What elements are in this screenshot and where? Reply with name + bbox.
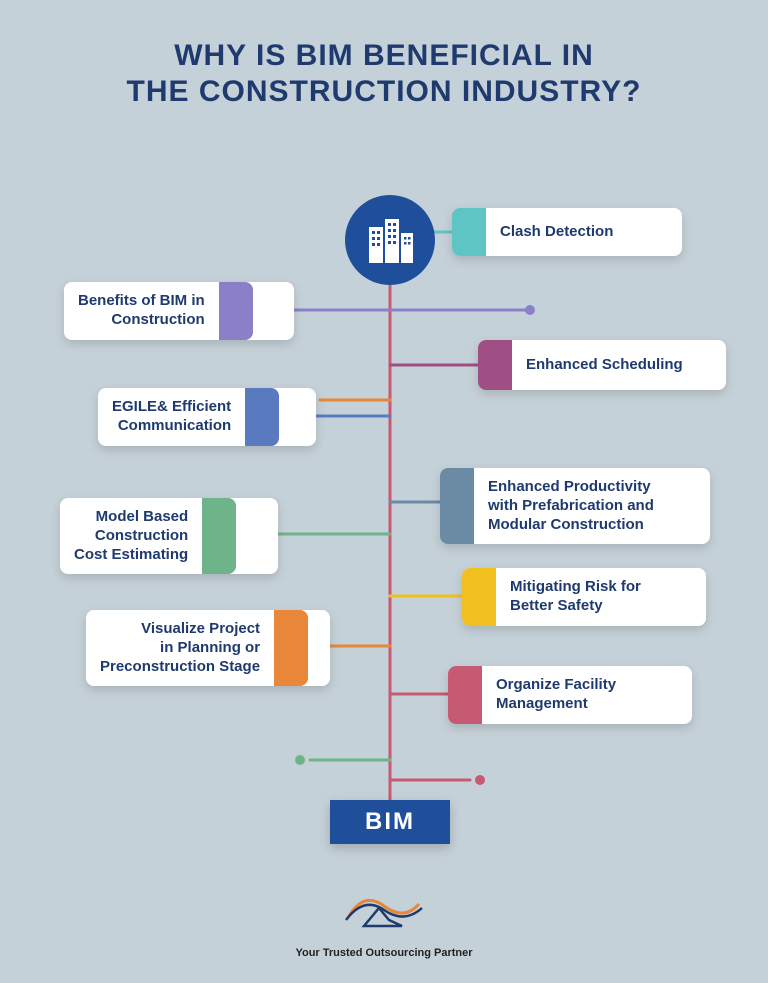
benefit-node-prod: Enhanced Productivity with Prefabricatio… [440, 468, 710, 544]
node-label: Mitigating Risk for Better Safety [496, 568, 655, 626]
node-color-tab [452, 208, 486, 256]
node-label: Enhanced Scheduling [512, 340, 697, 390]
title-line-1: WHY IS BIM BENEFICIAL IN [0, 38, 768, 74]
bim-text: BIM [365, 808, 415, 836]
footer-tagline: Your Trusted Outsourcing Partner [0, 947, 768, 959]
page-title: WHY IS BIM BENEFICIAL IN THE CONSTRUCTIO… [0, 38, 768, 110]
node-label: Benefits of BIM in Construction [64, 282, 219, 340]
bim-root-label: BIM [330, 800, 450, 844]
node-label: Organize Facility Management [482, 666, 630, 724]
footer: Your Trusted Outsourcing Partner [0, 886, 768, 959]
company-logo-icon [334, 886, 434, 941]
node-color-tab [448, 666, 482, 724]
node-label: Enhanced Productivity with Prefabricatio… [474, 468, 668, 544]
title-line-2: THE CONSTRUCTION INDUSTRY? [0, 74, 768, 110]
benefit-node-comm: EGILE& Efficient Communication [98, 388, 316, 446]
benefit-node-sched: Enhanced Scheduling [478, 340, 726, 390]
node-label: EGILE& Efficient Communication [98, 388, 245, 446]
node-color-tab [274, 610, 308, 686]
benefit-node-org: Organize Facility Management [448, 666, 692, 724]
benefit-node-cost: Model Based Construction Cost Estimating [60, 498, 278, 574]
benefit-node-risk: Mitigating Risk for Better Safety [462, 568, 706, 626]
node-color-tab [219, 282, 253, 340]
node-label: Visualize Project in Planning or Precons… [86, 610, 274, 686]
benefit-node-viz: Visualize Project in Planning or Precons… [86, 610, 330, 686]
benefit-node-benefits: Benefits of BIM in Construction [64, 282, 294, 340]
node-color-tab [245, 388, 279, 446]
node-color-tab [478, 340, 512, 390]
node-color-tab [202, 498, 236, 574]
benefit-node-clash: Clash Detection [452, 208, 682, 256]
node-color-tab [462, 568, 496, 626]
building-icon [345, 195, 435, 285]
node-color-tab [440, 468, 474, 544]
node-label: Clash Detection [486, 208, 627, 256]
node-label: Model Based Construction Cost Estimating [60, 498, 202, 574]
